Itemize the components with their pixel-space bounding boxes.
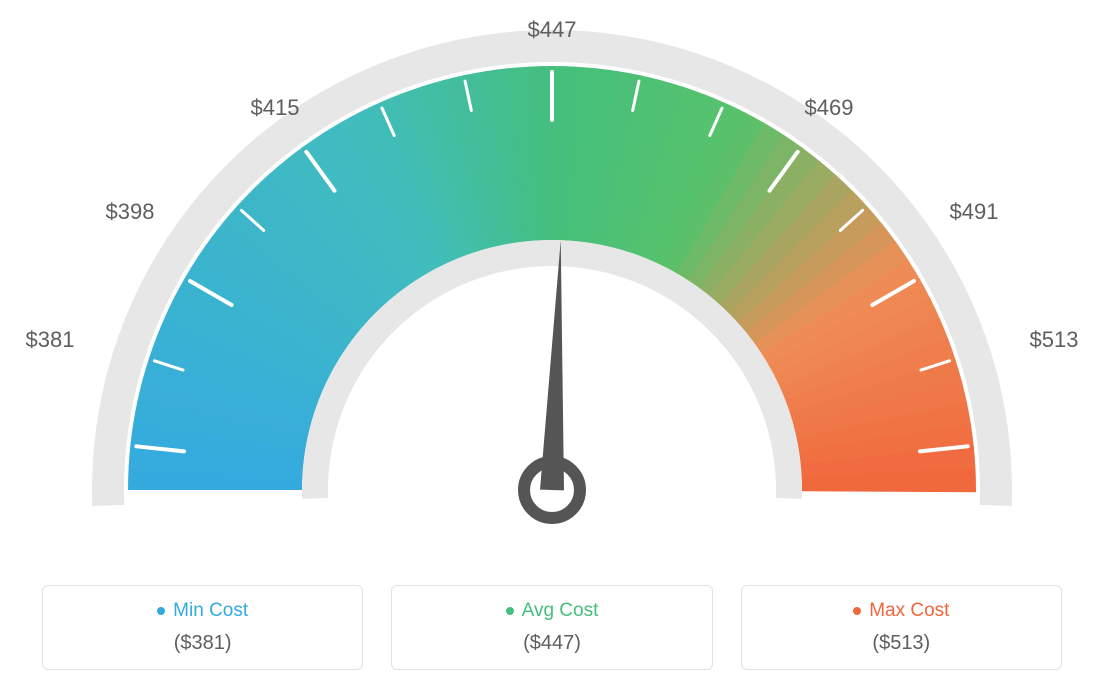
- gauge-tick-label: $447: [528, 17, 577, 43]
- gauge-tick-label: $469: [805, 95, 854, 121]
- gauge-tick-label: $415: [251, 95, 300, 121]
- gauge-tick-label: $398: [106, 199, 155, 225]
- legend-value-max: ($513): [742, 632, 1061, 655]
- legend-title-text: Max Cost: [869, 600, 949, 622]
- legend-card-min: Min Cost ($381): [42, 585, 363, 670]
- legend-title-avg: Avg Cost: [506, 600, 599, 622]
- legend-title-text: Min Cost: [173, 600, 248, 622]
- gauge-chart: $381 $398 $415 $447 $469 $491 $513: [0, 0, 1104, 560]
- legend-title-text: Avg Cost: [522, 600, 599, 622]
- gauge-tick-label: $513: [1030, 327, 1079, 353]
- legend-card-avg: Avg Cost ($447): [391, 585, 712, 670]
- legend-title-min: Min Cost: [157, 600, 248, 622]
- gauge-tick-label: $491: [950, 199, 999, 225]
- legend-value-min: ($381): [43, 632, 362, 655]
- gauge-svg: [0, 0, 1104, 560]
- legend-value-avg: ($447): [392, 632, 711, 655]
- gauge-tick-label: $381: [26, 327, 75, 353]
- dot-icon: [157, 607, 165, 615]
- legend-card-max: Max Cost ($513): [741, 585, 1062, 670]
- legend-title-max: Max Cost: [853, 600, 949, 622]
- dot-icon: [853, 607, 861, 615]
- legend-row: Min Cost ($381) Avg Cost ($447) Max Cost…: [0, 585, 1104, 670]
- dot-icon: [506, 607, 514, 615]
